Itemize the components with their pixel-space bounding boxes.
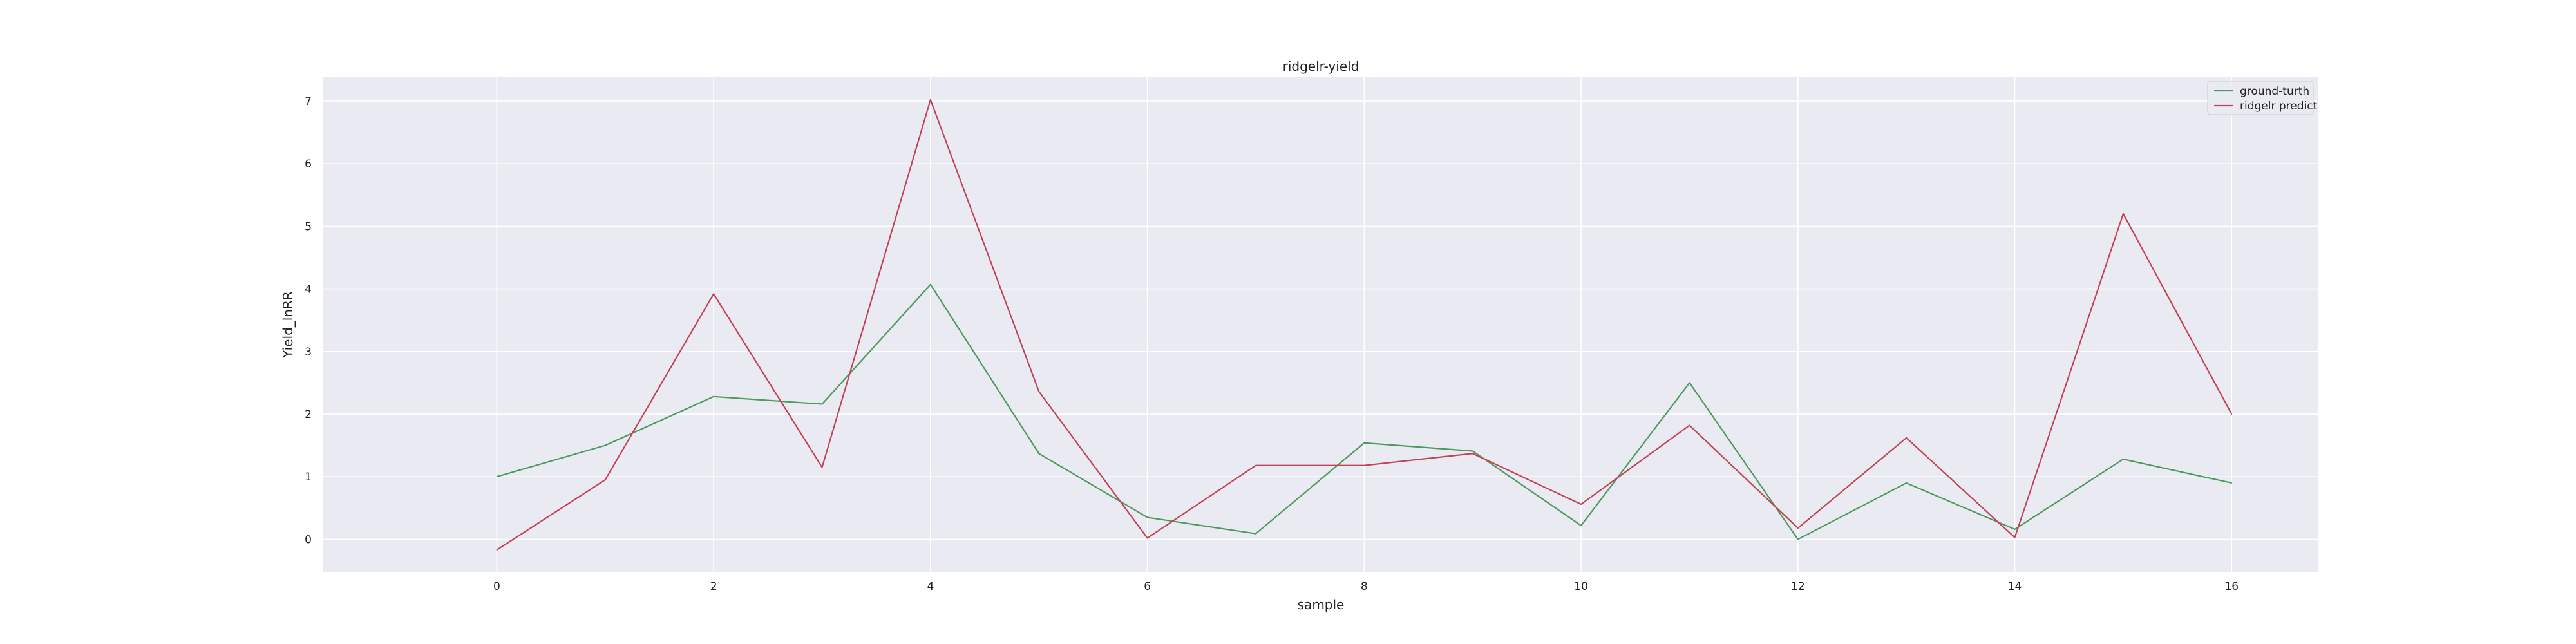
data-point — [1255, 533, 1256, 535]
series-layer — [496, 99, 2233, 551]
x-tick-label: 0 — [493, 580, 500, 593]
y-tick-label: 6 — [305, 158, 312, 171]
y-axis-ticks: 0 1 2 3 4 5 6 7 — [305, 95, 312, 547]
data-point — [1580, 525, 1582, 526]
data-point — [1797, 538, 1799, 540]
data-point — [2123, 459, 2124, 460]
x-axis-title: sample — [1298, 597, 1345, 612]
data-point — [1038, 453, 1040, 455]
x-tick-label: 8 — [1361, 580, 1368, 593]
y-tick-label: 7 — [305, 95, 312, 108]
data-point — [2014, 536, 2016, 538]
data-point — [2231, 413, 2233, 415]
x-tick-label: 2 — [710, 580, 717, 593]
y-tick-label: 0 — [305, 533, 312, 546]
data-point — [1146, 516, 1148, 518]
data-point — [1363, 464, 1365, 466]
data-point — [1906, 437, 1907, 439]
data-point — [2231, 482, 2233, 484]
data-point — [2123, 213, 2124, 214]
data-point — [1472, 450, 1473, 452]
y-tick-label: 2 — [305, 408, 312, 421]
data-point — [930, 283, 931, 285]
data-point — [1906, 482, 1907, 484]
data-point — [1038, 391, 1040, 392]
data-point — [821, 403, 823, 405]
data-point — [821, 466, 823, 468]
x-tick-label: 14 — [2008, 580, 2022, 593]
x-tick-label: 16 — [2224, 580, 2239, 593]
data-point — [1689, 424, 1690, 426]
data-point — [1580, 504, 1582, 505]
plot-area — [323, 77, 2318, 572]
data-point — [1472, 453, 1473, 455]
data-point — [1255, 464, 1256, 466]
legend-label: ridgelr predict — [2240, 100, 2318, 113]
legend-box — [2207, 80, 2314, 115]
x-axis-ticks: 0 2 4 6 8 10 12 14 16 — [493, 580, 2239, 593]
x-tick-label: 12 — [1791, 580, 1805, 593]
x-tick-label: 10 — [1574, 580, 1588, 593]
data-point — [496, 549, 498, 551]
data-point — [1363, 442, 1365, 444]
data-point — [604, 479, 606, 480]
y-tick-label: 5 — [305, 220, 312, 233]
data-point — [1689, 382, 1690, 384]
y-tick-label: 1 — [305, 471, 312, 484]
data-point — [496, 476, 498, 478]
grid-lines — [323, 77, 2318, 572]
y-axis-title: Yield_lnRR — [280, 291, 296, 359]
x-tick-label: 6 — [1144, 580, 1151, 593]
data-point — [2014, 529, 2016, 530]
data-point — [930, 99, 931, 100]
x-tick-label: 4 — [927, 580, 934, 593]
data-point — [1146, 537, 1148, 539]
legend-label: ground-turth — [2240, 85, 2309, 98]
y-tick-label: 3 — [305, 346, 312, 359]
legend: ground-turth ridgelr predict — [2207, 80, 2318, 115]
y-tick-label: 4 — [305, 283, 312, 296]
data-point — [713, 293, 714, 295]
chart-title: ridgelr-yield — [1283, 59, 1359, 74]
data-point — [1797, 527, 1799, 529]
data-point — [713, 395, 714, 397]
data-point — [604, 444, 606, 446]
